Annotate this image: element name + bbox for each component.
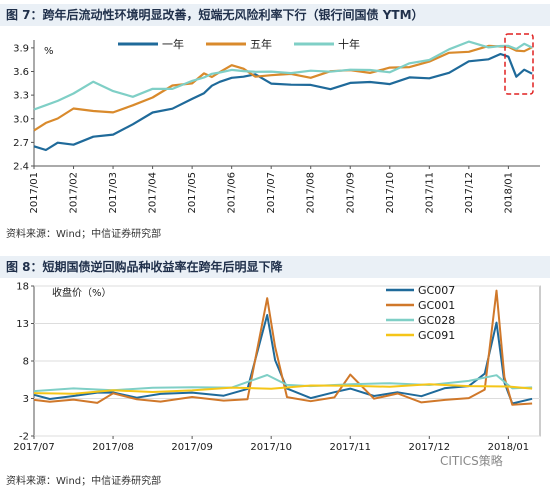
x-tick-label: 2017/09 bbox=[171, 442, 213, 453]
series-line-gc001 bbox=[33, 289, 533, 406]
legend-label-gc007: GC007 bbox=[418, 284, 455, 297]
legend-label-gc028: GC028 bbox=[418, 314, 455, 327]
x-tick-label: 2017/07 bbox=[266, 172, 277, 214]
y-tick-label: 3.0 bbox=[13, 114, 29, 125]
x-tick-label: 2017/07 bbox=[13, 442, 55, 453]
series-line-gc091 bbox=[33, 383, 533, 395]
legend-label-10y: 十年 bbox=[338, 37, 360, 51]
legend-label-1y: 一年 bbox=[162, 37, 184, 51]
series-line-一年 bbox=[33, 52, 533, 152]
legend-label-gc001: GC001 bbox=[418, 299, 455, 312]
y-tick-label: 3.9 bbox=[13, 43, 29, 54]
x-tick-label: 2017/08 bbox=[306, 172, 317, 214]
figure-7-chart: 2.4 2.7 3.0 3.3 3.6 3.9 2017/01 2017/02 2017/03… bbox=[13, 33, 540, 214]
legend-label-gc091: GC091 bbox=[418, 329, 455, 342]
legend: 一年 五年 十年 bbox=[118, 37, 360, 51]
y-tick-label: 3.3 bbox=[13, 91, 29, 102]
plot-frame bbox=[34, 40, 540, 166]
y-axis-label: 收盘价（%） bbox=[52, 286, 112, 299]
y-tick-label: 2.4 bbox=[13, 162, 29, 173]
x-tick-label: 2017/12 bbox=[409, 442, 451, 453]
figure-7-header: 图 7：跨年后流动性环境明显改善，短端无风险利率下行（银行间国债 YTM） bbox=[0, 4, 550, 26]
figure-8-source: 资料来源：Wind；中信证券研究部 bbox=[6, 476, 162, 487]
x-tick-label: 2017/11 bbox=[424, 172, 435, 214]
watermark: CITICS策略 bbox=[440, 454, 503, 468]
x-tick-label: 2017/04 bbox=[148, 172, 159, 214]
y-tick-label: 3.6 bbox=[13, 67, 29, 78]
highlight-box bbox=[504, 33, 534, 95]
legend-label-5y: 五年 bbox=[250, 37, 272, 51]
y-tick-label: 2.7 bbox=[13, 138, 29, 149]
legend: GC007 GC001 GC028 GC091 bbox=[386, 284, 455, 342]
y-tick-label: -2 bbox=[19, 432, 29, 443]
x-tick-label: 2018/01 bbox=[503, 172, 514, 214]
x-tick-label: 2017/11 bbox=[329, 442, 371, 453]
x-tick-label: 2017/03 bbox=[108, 172, 119, 214]
y-tick-label: 8 bbox=[23, 357, 29, 368]
x-tick-label: 2018/01 bbox=[488, 442, 530, 453]
x-tick-label: 2017/09 bbox=[345, 172, 356, 214]
x-tick-label: 2017/10 bbox=[250, 442, 292, 453]
figure-7-source: 资料来源：Wind；中信证券研究部 bbox=[6, 229, 162, 240]
x-tick-label: 2017/05 bbox=[187, 172, 198, 214]
figure-8-header: 图 8：短期国债逆回购品种收益率在跨年后明显下降 bbox=[0, 256, 550, 278]
x-tick-label: 2017/12 bbox=[464, 172, 475, 214]
series-line-十年 bbox=[33, 40, 533, 111]
y-tick-label: 3 bbox=[23, 394, 29, 405]
series-line-五年 bbox=[33, 44, 533, 132]
x-tick-label: 2017/01 bbox=[29, 172, 40, 214]
x-tick-label: 2017/08 bbox=[92, 442, 134, 453]
figure-8-chart: -2 3 8 13 18 2017/07 2017/08 2017/09 2017/10 201… bbox=[13, 282, 541, 453]
x-tick-label: 2017/10 bbox=[385, 172, 396, 214]
y-tick-label: 13 bbox=[16, 319, 29, 330]
x-tick-label: 2017/06 bbox=[227, 172, 238, 214]
y-unit-label: % bbox=[44, 46, 54, 57]
x-tick-label: 2017/02 bbox=[69, 172, 80, 214]
y-tick-label: 18 bbox=[16, 282, 29, 293]
